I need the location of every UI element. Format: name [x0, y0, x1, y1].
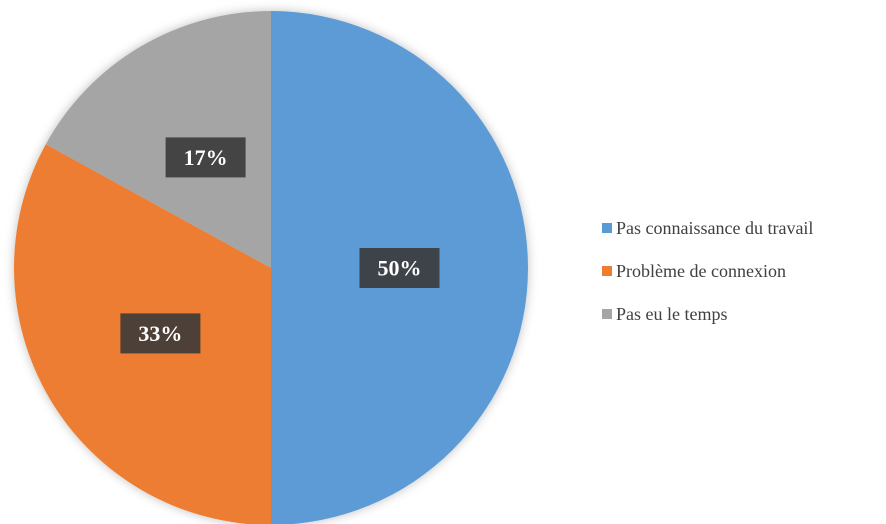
data-label-text: 33% — [138, 321, 182, 346]
pie — [14, 11, 528, 524]
data-label: 17% — [165, 137, 246, 178]
data-label-text: 50% — [378, 256, 422, 281]
data-label-box — [359, 248, 440, 288]
legend-label: Pas connaissance du travail — [616, 218, 813, 238]
legend: Pas connaissance du travail Problème de c… — [602, 218, 813, 324]
data-label-box — [165, 137, 246, 178]
legend-swatch — [602, 223, 612, 233]
legend-swatch — [602, 266, 612, 276]
data-label-box — [120, 313, 201, 354]
pie-slice — [45, 11, 271, 268]
legend-label: Problème de connexion — [616, 261, 786, 281]
legend-swatch — [602, 309, 612, 319]
legend-label: Pas eu le temps — [616, 304, 727, 324]
data-label-text: 17% — [184, 145, 228, 170]
data-labels: 50% 33% 17% — [120, 137, 440, 354]
data-label: 50% — [359, 248, 440, 288]
data-label: 33% — [120, 313, 201, 354]
